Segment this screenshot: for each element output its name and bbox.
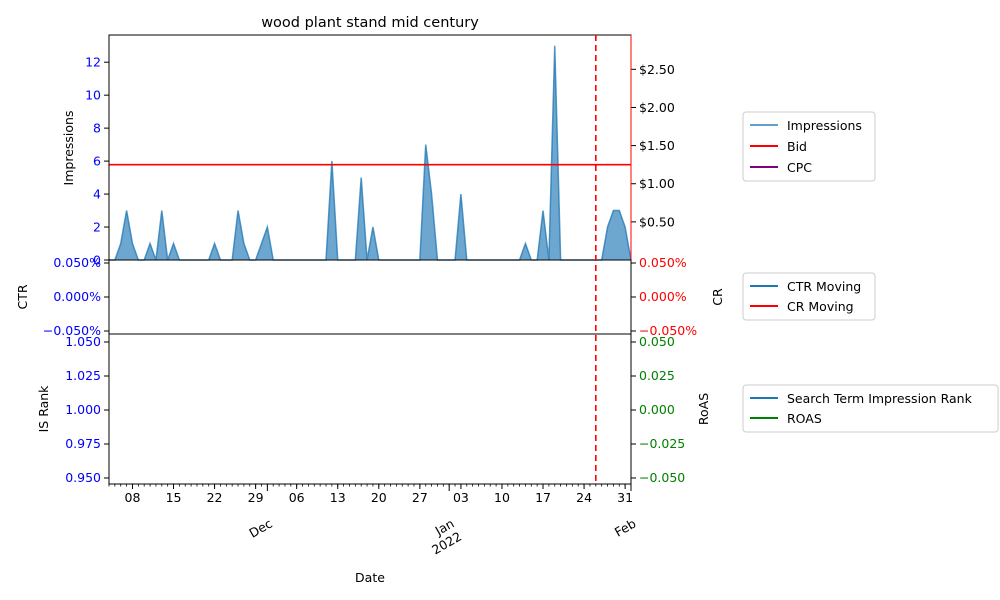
roas-tick-label: 0.050 (639, 334, 675, 349)
chart-title: wood plant stand mid century (261, 15, 479, 31)
is-rank-tick-label: 1.025 (65, 368, 101, 383)
ctr-y-label: CTR (15, 284, 30, 309)
x-tick-label: 10 (494, 490, 510, 505)
x-month-label: Jan2022 (422, 516, 465, 558)
cr-tick-label: 0.000% (639, 289, 687, 304)
x-tick-label: 27 (412, 490, 428, 505)
x-month-label-line: Feb (612, 516, 639, 540)
is-rank-tick-label: 1.050 (65, 334, 101, 349)
cr-tick-label: −0.050% (639, 323, 697, 338)
legend-impressions: Impressions Bid CPC (742, 111, 876, 182)
x-month-label: Feb (612, 516, 639, 540)
cr-y-label: CR (710, 288, 725, 306)
x-tick-label: 20 (371, 490, 387, 505)
legend-label-ctr: CTR Moving (787, 279, 861, 294)
x-tick-label: 08 (125, 490, 141, 505)
legend-label-is-rank: Search Term Impression Rank (787, 391, 973, 406)
x-tick-label: 06 (289, 490, 305, 505)
x-tick-label: 13 (330, 490, 346, 505)
x-tick-label: 22 (207, 490, 223, 505)
x-tick-label: 17 (535, 490, 551, 505)
impressions-y-label: Impressions (61, 111, 76, 186)
cr-tick-label: 0.050% (639, 255, 687, 270)
x-tick-label: 03 (453, 490, 469, 505)
x-tick-label: 29 (248, 490, 264, 505)
bid-tick-label: $1.00 (639, 176, 675, 191)
legend-label-impressions: Impressions (787, 118, 862, 133)
impressions-tick-label: 2 (93, 220, 101, 235)
is-rank-axes-frame (108, 333, 632, 485)
impressions-area (109, 45, 631, 261)
is-rank-tick-label: 1.000 (65, 402, 101, 417)
x-tick-label: 31 (617, 490, 633, 505)
is-rank-tick-label: 0.975 (65, 436, 101, 451)
ctr-axes-frame (108, 259, 632, 335)
impressions-tick-label: 0 (93, 253, 101, 268)
x-axis-label: Date (355, 570, 385, 585)
impressions-tick-label: 6 (93, 154, 101, 169)
roas-tick-label: 0.000 (639, 402, 675, 417)
x-tick-label: 15 (166, 490, 182, 505)
ctr-panel: 0.050% 0.000% −0.050% 0.050% 0.000% −0.0… (15, 255, 725, 338)
bid-tick-label: $2.00 (639, 100, 675, 115)
is-rank-tick-label: 0.950 (65, 470, 101, 485)
x-tick-label: 24 (576, 490, 592, 505)
legend-label-cpc: CPC (787, 160, 812, 175)
x-month-label-line: Dec (246, 516, 275, 541)
impressions-tick-label: 4 (93, 187, 101, 202)
is-rank-panel: 1.050 1.025 1.000 0.975 0.950 0.050 0.02… (36, 333, 711, 585)
roas-tick-label: 0.025 (639, 368, 675, 383)
impressions-tick-label: 10 (85, 88, 101, 103)
ctr-tick-label: −0.050% (43, 323, 101, 338)
legend-ctr: CTR Moving CR Moving (742, 272, 876, 321)
legend-label-bid: Bid (787, 139, 807, 154)
impressions-tick-label: 8 (93, 121, 101, 136)
bid-tick-label: $1.50 (639, 138, 675, 153)
x-month-label: Dec (246, 516, 275, 541)
bid-tick-label: $0.50 (639, 214, 675, 229)
legend-is-rank: Search Term Impression Rank ROAS (742, 384, 999, 433)
roas-tick-label: −0.025 (639, 436, 685, 451)
ctr-tick-label: 0.050% (53, 255, 101, 270)
is-rank-y-label: IS Rank (36, 385, 51, 433)
impressions-panel: 0 2 4 6 8 10 12 $0.50 $1.00 $1.50 $2.00 $2.50 Impr… (61, 34, 675, 268)
ctr-tick-label: 0.000% (53, 289, 101, 304)
roas-y-label: RoAS (696, 393, 711, 425)
legend-label-cr: CR Moving (787, 299, 854, 314)
impressions-tick-label: 12 (85, 55, 101, 70)
roas-tick-label: −0.050 (639, 470, 685, 485)
legend-label-roas: ROAS (787, 411, 822, 426)
bid-tick-label: $2.50 (639, 62, 675, 77)
